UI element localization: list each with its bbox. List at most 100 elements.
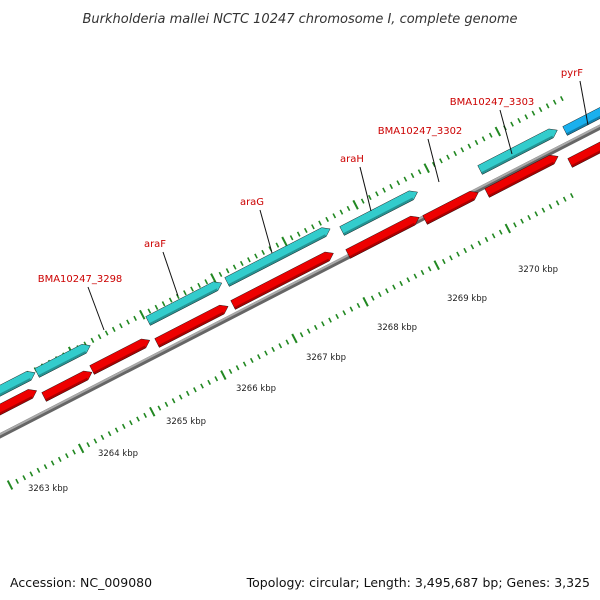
reverse-gene xyxy=(345,215,420,259)
upper-tick xyxy=(296,231,301,237)
upper-tick xyxy=(360,198,365,204)
gene-label: araG xyxy=(240,197,264,208)
lower-tick xyxy=(136,416,140,422)
lower-tick xyxy=(291,333,298,344)
lower-tick xyxy=(228,368,233,375)
lower-tick xyxy=(321,321,325,327)
lower-tick xyxy=(257,354,261,360)
upper-tick xyxy=(261,249,266,256)
upper-tick xyxy=(232,264,237,270)
upper-tick xyxy=(460,147,465,153)
upper-tick xyxy=(247,257,251,263)
lower-tick xyxy=(562,196,567,202)
upper-tick xyxy=(467,143,472,149)
lower-tick xyxy=(534,211,539,217)
lower-tick xyxy=(420,269,425,276)
upper-tick xyxy=(481,136,486,142)
upper-tick xyxy=(346,205,351,212)
upper-tick xyxy=(254,253,258,259)
lower-tick xyxy=(470,244,475,250)
upper-tick xyxy=(104,330,109,336)
lower-tick xyxy=(15,478,19,484)
reverse-gene xyxy=(154,304,229,348)
lower-tick xyxy=(72,449,76,455)
tick-marks xyxy=(0,95,574,490)
lower-tick xyxy=(541,207,546,213)
lower-tick xyxy=(36,467,41,473)
upper-tick xyxy=(375,191,379,197)
lower-tick xyxy=(143,412,147,418)
gene-leader-line xyxy=(427,138,440,183)
upper-tick xyxy=(510,121,514,127)
lower-tick xyxy=(413,273,418,279)
lower-tick xyxy=(349,306,354,312)
accession-text: Accession: NC_009080 xyxy=(10,575,152,590)
gene-leader-line xyxy=(359,166,372,212)
reverse-gene xyxy=(422,191,479,225)
lower-tick xyxy=(149,406,156,417)
gene-label: araF xyxy=(144,239,166,250)
scale-label: 3264 kbp xyxy=(98,449,138,459)
upper-tick xyxy=(318,220,322,226)
lower-tick xyxy=(456,251,460,257)
upper-tick xyxy=(133,315,137,321)
forward-gene xyxy=(224,227,331,287)
gene-label: BMA10247_3298 xyxy=(38,274,123,285)
lower-tick xyxy=(171,398,176,404)
lower-tick xyxy=(362,296,369,307)
upper-tick xyxy=(139,309,146,320)
gene-leader-line xyxy=(259,209,273,254)
lower-tick xyxy=(356,302,361,309)
upper-tick xyxy=(168,297,173,303)
lower-tick xyxy=(399,280,404,287)
reverse-gene xyxy=(0,389,37,430)
lower-tick xyxy=(385,288,389,294)
scale-label: 3268 kbp xyxy=(377,323,417,333)
lower-tick xyxy=(178,394,183,400)
upper-tick xyxy=(439,158,443,164)
lower-tick xyxy=(185,390,190,396)
lower-tick xyxy=(328,317,332,323)
forward-gene xyxy=(34,344,91,378)
upper-tick xyxy=(119,323,123,329)
lower-tick xyxy=(193,387,197,393)
lower-tick xyxy=(477,240,482,246)
lower-tick xyxy=(463,247,468,254)
map-title: Burkholderia mallei NCTC 10247 chromosom… xyxy=(82,12,517,27)
upper-tick xyxy=(396,180,401,186)
lower-tick xyxy=(449,255,453,261)
upper-tick xyxy=(225,268,230,274)
gene-tracks xyxy=(0,106,600,430)
upper-tick xyxy=(204,279,209,285)
upper-tick xyxy=(183,290,187,296)
lower-tick xyxy=(299,332,304,338)
upper-tick xyxy=(97,334,102,340)
lower-tick xyxy=(50,460,55,466)
lower-tick xyxy=(242,361,247,367)
lower-tick xyxy=(491,233,496,239)
scale-label: 3269 kbp xyxy=(447,294,487,304)
upper-tick xyxy=(311,224,315,230)
upper-tick xyxy=(175,293,180,299)
upper-tick xyxy=(210,273,217,283)
lower-tick xyxy=(100,434,105,440)
upper-tick xyxy=(352,199,359,210)
forward-gene xyxy=(339,190,418,236)
upper-tick xyxy=(524,114,529,120)
upper-tick xyxy=(303,227,308,234)
lower-tick xyxy=(527,214,532,221)
lower-tick xyxy=(548,203,553,210)
lower-tick xyxy=(555,200,560,206)
gene-label: BMA10247_3303 xyxy=(450,97,535,108)
lower-tick xyxy=(569,192,574,199)
lower-tick xyxy=(207,379,211,385)
upper-tick xyxy=(389,183,394,190)
gene-labels: BMA10247_3298 araF araG araH BMA10247_3302 BM… xyxy=(38,68,589,331)
upper-tick xyxy=(161,301,166,307)
upper-tick xyxy=(538,106,543,113)
lower-tick xyxy=(370,295,375,301)
upper-tick xyxy=(275,242,280,248)
forward-gene xyxy=(145,281,223,326)
upper-tick xyxy=(403,176,408,182)
lower-tick xyxy=(377,291,382,298)
